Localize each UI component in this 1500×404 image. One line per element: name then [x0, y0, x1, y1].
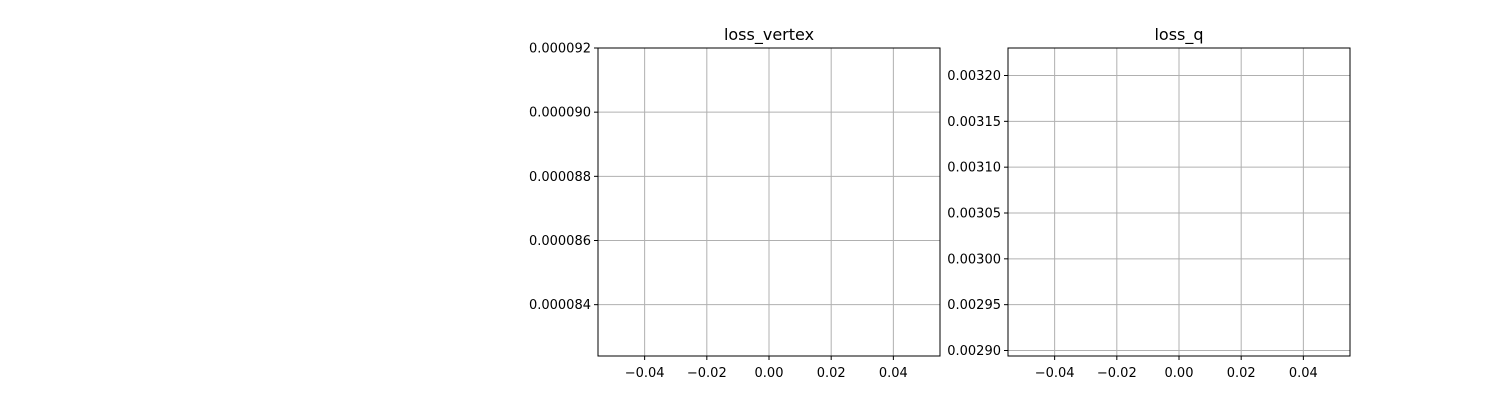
x-tick-label: 0.00: [1165, 366, 1194, 381]
y-tick-label: 0.000092: [529, 42, 591, 57]
x-tick-label: −0.02: [1097, 366, 1137, 381]
plot-frame: [597, 47, 941, 357]
x-tick-label: 0.04: [879, 366, 908, 381]
chart-title: loss_q: [1154, 25, 1203, 45]
tick-layer: −0.04 −0.02 0.00 0.02 0.04 0.00290 0.00295 0.00…: [947, 69, 1318, 381]
x-tick-label: 0.00: [755, 366, 784, 381]
chart-loss-q: loss_q −0.04 −0.02 0.00 0.02 0.04 0.00290 0.00…: [947, 25, 1351, 381]
y-tick-label: 0.00290: [947, 344, 1001, 359]
grid-layer: [1008, 48, 1350, 356]
y-tick-label: 0.00305: [947, 207, 1001, 222]
x-tick-label: −0.02: [687, 366, 727, 381]
y-tick-label: 0.00310: [947, 161, 1001, 176]
y-tick-label: 0.00300: [947, 252, 1001, 267]
y-tick-label: 0.000084: [529, 298, 591, 313]
x-tick-label: 0.02: [1227, 366, 1256, 381]
y-tick-label: 0.000088: [529, 170, 591, 185]
x-tick-label: −0.04: [1035, 366, 1075, 381]
chart-loss-vertex: loss_vertex −0.04 −0.02 0.00 0.02 0.04 0.0000…: [529, 25, 941, 382]
y-tick-label: 0.00320: [947, 69, 1001, 84]
tick-layer: −0.04 −0.02 0.00 0.02 0.04 0.000084 0.000086 0.…: [529, 42, 908, 382]
y-tick-label: 0.000090: [529, 106, 591, 121]
chart-title: loss_vertex: [724, 25, 814, 45]
x-tick-label: 0.04: [1289, 366, 1318, 381]
x-tick-label: 0.02: [817, 366, 846, 381]
plot-frame: [1007, 47, 1351, 357]
y-tick-label: 0.00295: [947, 298, 1001, 313]
x-tick-label: −0.04: [625, 366, 665, 381]
y-tick-label: 0.000086: [529, 234, 591, 249]
y-tick-label: 0.00315: [947, 115, 1001, 130]
